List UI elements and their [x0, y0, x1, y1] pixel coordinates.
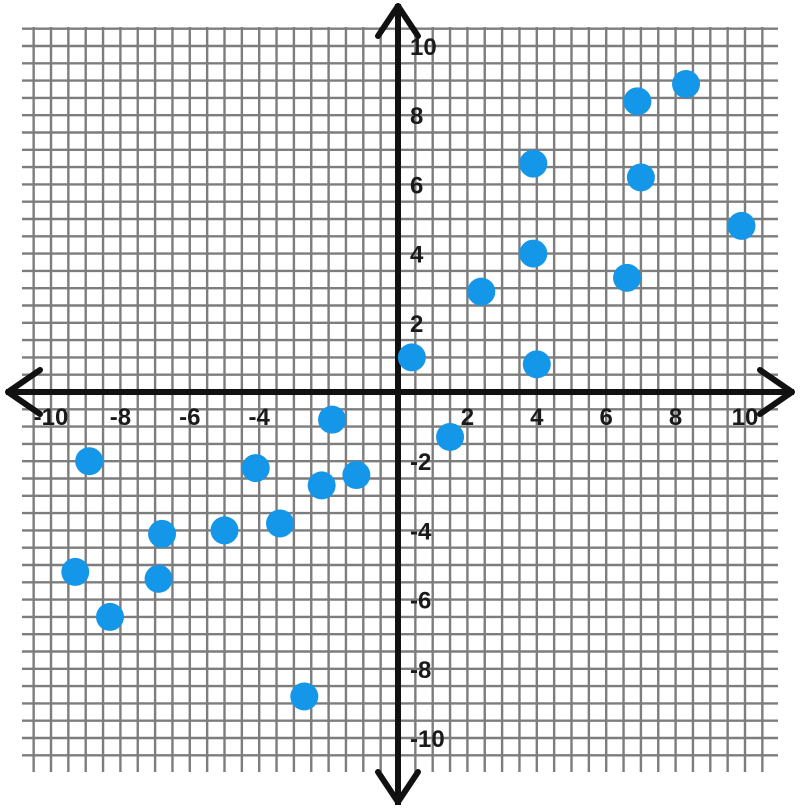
axes	[5, 3, 795, 805]
y-axis-top-arrow	[375, 3, 421, 39]
x-tick-label: 8	[669, 404, 682, 431]
y-tick-label: -8	[410, 657, 431, 684]
x-axis-right-arrow	[757, 367, 795, 417]
x-tick-label: -6	[179, 404, 200, 431]
y-tick-label: 8	[410, 103, 423, 130]
x-tick-label: -8	[110, 404, 131, 431]
x-tick-label: -4	[249, 404, 271, 431]
data-point	[318, 405, 347, 434]
y-tick-label: -2	[410, 449, 431, 476]
x-axis-left-arrow	[5, 367, 43, 417]
x-tick-label: 2	[461, 404, 474, 431]
data-point	[75, 447, 104, 476]
y-axis-bottom-arrow	[375, 769, 421, 805]
x-tick-label: 4	[530, 404, 544, 431]
x-tick-label: 10	[732, 404, 759, 431]
data-point	[266, 509, 295, 538]
data-point	[148, 519, 177, 548]
y-tick-label: -10	[410, 726, 445, 753]
data-points	[61, 70, 756, 711]
y-tick-label: 10	[410, 34, 437, 61]
y-tick-label: -4	[410, 518, 432, 545]
data-point	[522, 350, 551, 379]
data-point	[95, 602, 124, 631]
data-point	[519, 149, 548, 178]
data-point	[307, 471, 336, 500]
data-point	[61, 557, 90, 586]
data-point	[623, 87, 652, 116]
y-tick-label: 2	[410, 311, 423, 338]
data-point	[210, 516, 239, 545]
data-point	[727, 211, 756, 240]
data-point	[519, 239, 548, 268]
data-point	[144, 564, 173, 593]
y-tick-label: 4	[410, 242, 424, 269]
y-tick-label: 6	[410, 172, 423, 199]
x-tick-label: 6	[600, 404, 613, 431]
data-point	[436, 422, 465, 451]
data-point	[672, 70, 701, 99]
y-tick-label: -6	[410, 588, 431, 615]
x-tick-label: -10	[34, 404, 69, 431]
data-point	[626, 163, 655, 192]
data-point	[613, 263, 642, 292]
data-point	[467, 277, 496, 306]
data-point	[397, 343, 426, 372]
data-point	[342, 461, 371, 490]
data-point	[290, 682, 319, 711]
data-point	[241, 454, 270, 483]
